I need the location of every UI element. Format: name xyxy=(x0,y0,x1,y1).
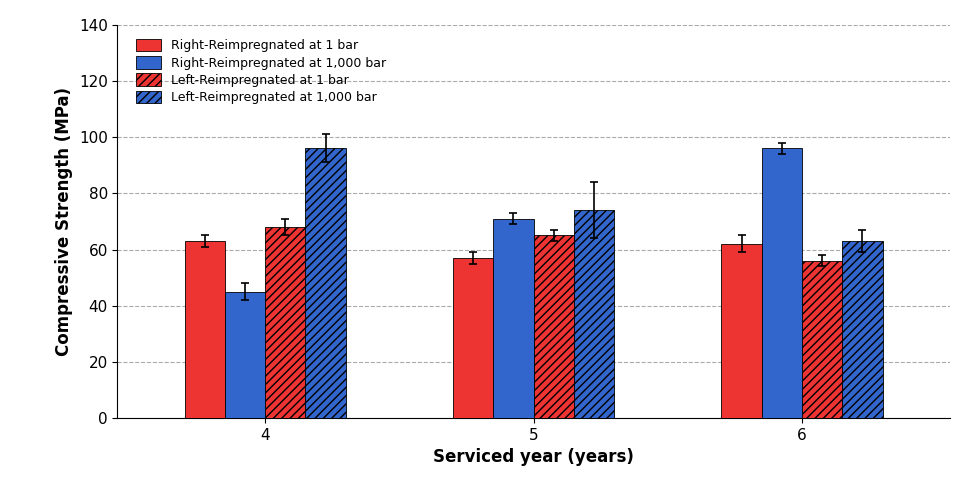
Bar xyxy=(453,258,493,418)
Bar xyxy=(305,148,345,418)
Bar xyxy=(801,261,841,418)
Legend: Right-Reimpregnated at 1 bar, Right-Reimpregnated at 1,000 bar, Left-Reimpregnat: Right-Reimpregnated at 1 bar, Right-Reim… xyxy=(132,35,389,108)
Bar xyxy=(493,218,533,418)
X-axis label: Serviced year (years): Serviced year (years) xyxy=(432,449,634,466)
Bar xyxy=(841,241,881,418)
Bar xyxy=(533,236,573,418)
Y-axis label: Compressive Strength (MPa): Compressive Strength (MPa) xyxy=(56,87,73,356)
Bar xyxy=(761,148,801,418)
Bar xyxy=(265,227,305,418)
Bar xyxy=(573,210,613,418)
Bar xyxy=(721,244,761,418)
Bar xyxy=(225,292,265,418)
Bar xyxy=(185,241,225,418)
